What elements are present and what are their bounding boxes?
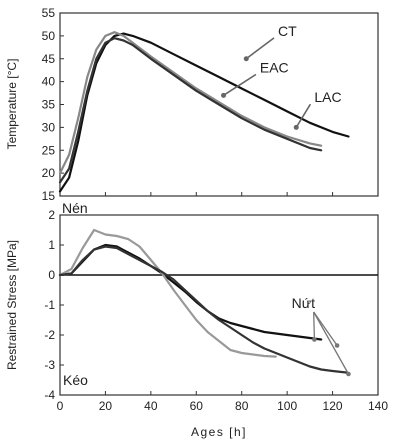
bottom-plot-frame [59,214,379,396]
annotation-label: Kéo [63,372,88,388]
top-y-axis-label: Temperature [°C] [5,59,19,150]
annotations: CT EAC LAC Nén Kéo Nứt [62,23,351,388]
bottom-y-axis-label: Restrained Stress [MPa] [5,240,19,370]
top-ytick-label: 15 [42,189,56,203]
bottom-ytick-label: -2 [44,328,55,342]
annotation-arrowhead [293,124,299,130]
top-ytick-label: 40 [42,75,56,89]
annotation-label: CT [278,23,297,39]
top-axis-ticks: 15 20 25 30 35 40 45 50 55 [42,6,379,203]
top-series [58,31,350,193]
annotation-arrow [245,37,275,60]
annotation-arrowhead [334,343,340,348]
annotation-label: Nén [62,200,88,216]
bottom-xtick-label: 140 [368,399,388,413]
annotation-arrow [295,103,312,128]
annotation-label: LAC [314,89,341,105]
annotation-arrowhead [221,92,227,98]
top-ytick-label: 25 [42,143,56,157]
bottom-xtick-label: 80 [235,399,249,413]
x-axis-label: Ages [h] [191,425,247,439]
bottom-xtick-label: 120 [323,399,343,413]
series-line-top-eac [58,31,323,175]
annotation-label: Nứt [292,295,315,311]
bottom-ytick-label: -3 [44,358,55,372]
annotation-arrowhead [346,371,351,377]
bottom-ytick-label: -1 [44,298,55,312]
annotation-arrow [223,73,257,97]
top-ytick-label: 35 [42,98,56,112]
bottom-xtick-label: 20 [99,399,113,413]
bottom-xtick-label: 0 [57,399,64,413]
annotation-arrow [313,311,338,346]
bottom-ytick-label: 1 [48,238,55,252]
bottom-ytick-label: -4 [44,388,55,402]
series-line-bottom-lac [58,245,348,374]
annotation-arrowhead [312,337,317,342]
series-line-bottom-ct [58,243,323,341]
bottom-ytick-label: 0 [48,268,55,282]
top-ytick-label: 55 [42,6,56,20]
top-ytick-label: 30 [42,120,56,134]
bottom-xtick-label: 60 [190,399,204,413]
series-line-top-lac [58,37,323,184]
annotation-arrowhead [243,56,249,62]
series-line-bottom-eac [58,228,277,358]
annotation-arrow [313,311,316,340]
annotation-label: EAC [260,59,289,75]
bottom-series [58,228,348,374]
bottom-xtick-label: 100 [277,399,297,413]
annotation-arrow [313,311,350,375]
bottom-ytick-label: 2 [48,208,55,222]
top-ytick-label: 50 [42,29,56,43]
bottom-xtick-label: 40 [144,399,158,413]
top-ytick-label: 45 [42,52,56,66]
top-ytick-label: 20 [42,166,56,180]
